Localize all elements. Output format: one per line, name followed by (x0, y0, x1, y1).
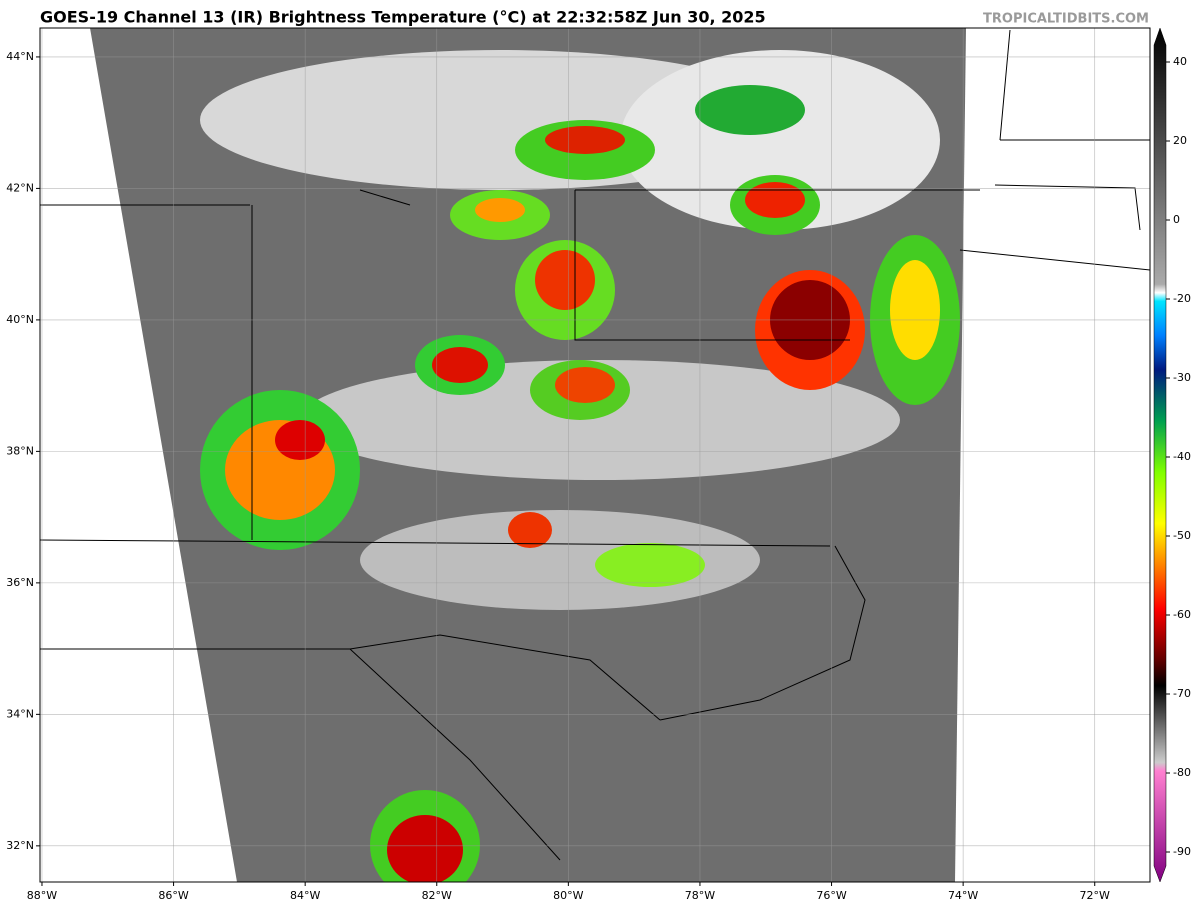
colorbar-tick-label: 20 (1173, 134, 1187, 147)
x-tick-label: 82°W (422, 889, 452, 902)
y-tick-label: 44°N (6, 50, 34, 63)
satellite-image (40, 28, 1150, 882)
x-tick-label: 72°W (1080, 889, 1110, 902)
colorbar-tick-label: -80 (1173, 766, 1191, 779)
x-tick-label: 88°W (27, 889, 57, 902)
title: GOES-19 Channel 13 (IR) Brightness Tempe… (40, 8, 766, 27)
borders (39, 29, 1151, 861)
colorbar-tick-label: -40 (1173, 450, 1191, 463)
x-tick-label: 78°W (685, 889, 715, 902)
colorbar (1153, 27, 1167, 883)
colorbar-tick-label: -60 (1173, 608, 1191, 621)
graticule (40, 28, 1150, 882)
x-tick-label: 80°W (553, 889, 583, 902)
x-tick-label: 74°W (948, 889, 978, 902)
watermark: TROPICALTIDBITS.COM (983, 12, 1149, 27)
colorbar-tick-label: -90 (1173, 845, 1191, 858)
x-tick-label: 76°W (816, 889, 846, 902)
y-tick-label: 38°N (6, 444, 34, 457)
colorbar-tick-label: -20 (1173, 292, 1191, 305)
x-tick-label: 84°W (290, 889, 320, 902)
y-tick-label: 32°N (6, 839, 34, 852)
y-tick-label: 42°N (6, 181, 34, 194)
colorbar-tick-label: 0 (1173, 213, 1180, 226)
colorbar-tick-label: -50 (1173, 529, 1191, 542)
y-tick-label: 40°N (6, 313, 34, 326)
map-frame (39, 27, 1151, 883)
colorbar-tick-label: -30 (1173, 371, 1191, 384)
x-tick-label: 86°W (158, 889, 188, 902)
y-tick-label: 36°N (6, 576, 34, 589)
colorbar-tick-label: -70 (1173, 687, 1191, 700)
y-tick-label: 34°N (6, 707, 34, 720)
colorbar-tick-label: 40 (1173, 55, 1187, 68)
